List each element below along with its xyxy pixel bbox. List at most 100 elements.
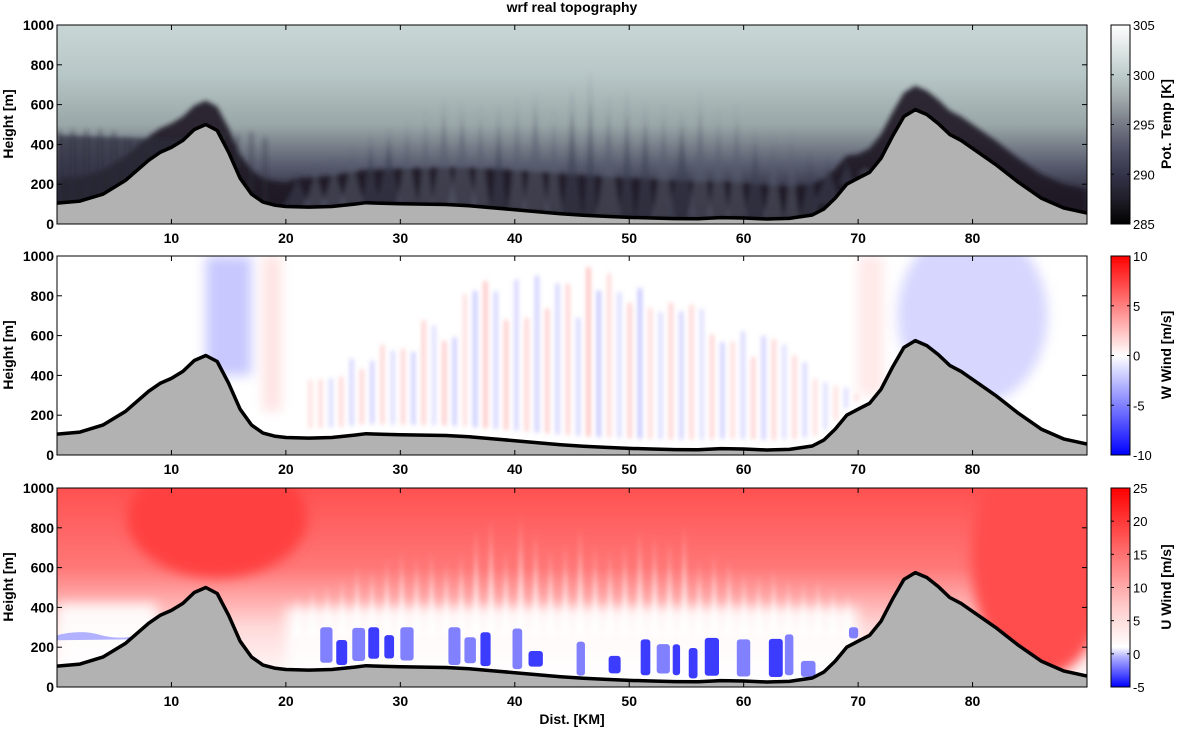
colorbar-tick-label: 15 bbox=[1133, 547, 1147, 562]
updraft-stripe bbox=[689, 304, 694, 440]
downdraft-stripe bbox=[329, 378, 333, 428]
reverse-flow-blob bbox=[656, 644, 670, 674]
downdraft-stripe bbox=[782, 344, 786, 440]
downdraft-stripe bbox=[432, 325, 436, 426]
updraft-stripe bbox=[463, 294, 467, 427]
plume bbox=[706, 107, 730, 218]
reverse-flow-band bbox=[57, 632, 140, 641]
plume bbox=[687, 89, 713, 219]
xlabel-u: Dist. [KM] bbox=[539, 711, 604, 727]
downdraft-stripe bbox=[349, 358, 354, 426]
plume bbox=[651, 101, 676, 219]
plume bbox=[302, 162, 330, 207]
x-tick-label: 80 bbox=[965, 461, 981, 477]
weak-flow-streak bbox=[619, 542, 630, 638]
weak-flow-streak bbox=[649, 534, 660, 638]
updraft-stripe bbox=[731, 341, 735, 439]
y-tick-label: 600 bbox=[31, 97, 55, 113]
downdraft-stripe bbox=[535, 275, 539, 433]
weak-flow-streak bbox=[307, 586, 318, 638]
reverse-flow-blob bbox=[464, 637, 476, 664]
w-stripes bbox=[308, 267, 858, 440]
x-tick-label: 10 bbox=[164, 693, 180, 709]
x-tick-label: 50 bbox=[621, 693, 637, 709]
y-tick-label: 200 bbox=[31, 176, 55, 192]
updraft-stripe bbox=[566, 283, 570, 436]
updraft-stripe bbox=[319, 379, 323, 428]
downdraft-stripe bbox=[700, 308, 704, 440]
terrain-u bbox=[57, 570, 1087, 687]
weak-flow-streak bbox=[560, 543, 571, 638]
colorbar-tick-label: 0 bbox=[1133, 349, 1140, 364]
axes-frame-theta bbox=[56, 24, 1088, 225]
y-tick-label: 1000 bbox=[23, 17, 54, 33]
updraft-stripe bbox=[772, 339, 776, 440]
x-tick-label: 80 bbox=[965, 230, 981, 246]
reverse-flow-blob bbox=[784, 634, 794, 676]
x-tick-label: 50 bbox=[621, 461, 637, 477]
updraft-stripe bbox=[360, 369, 364, 425]
axes-frame-u bbox=[56, 487, 1088, 688]
colorbar-tick-label: 5 bbox=[1133, 614, 1140, 629]
u-field bbox=[57, 488, 1087, 687]
plume bbox=[726, 100, 748, 218]
y-tick-label: 600 bbox=[31, 328, 55, 344]
x-tick-label: 70 bbox=[850, 693, 866, 709]
x-tick-label: 40 bbox=[507, 693, 523, 709]
updraft-stripe bbox=[854, 393, 858, 402]
downdraft-stripe bbox=[494, 291, 498, 429]
plume bbox=[762, 131, 784, 219]
downdraft-stripe bbox=[761, 335, 766, 440]
plume bbox=[595, 94, 622, 217]
weak-flow-streak bbox=[842, 592, 853, 638]
plume bbox=[375, 124, 403, 204]
ylabel-u: Height [m] bbox=[0, 552, 16, 621]
weak-flow-streak bbox=[753, 574, 764, 638]
updraft-stripe bbox=[308, 380, 312, 429]
terrain-fill bbox=[57, 109, 1087, 224]
y-tick-label: 0 bbox=[46, 679, 54, 695]
plume bbox=[57, 129, 61, 204]
x-tick-label: 20 bbox=[278, 693, 294, 709]
reverse-flow-blob bbox=[400, 627, 414, 661]
reverse-flow-blob bbox=[608, 655, 621, 674]
weak-flow-streak bbox=[694, 560, 705, 638]
u-streaks bbox=[292, 514, 853, 638]
plume bbox=[249, 132, 254, 191]
downdraft-stripe bbox=[741, 331, 745, 440]
y-tick-label: 0 bbox=[46, 447, 54, 463]
plume bbox=[490, 101, 508, 209]
plume bbox=[339, 143, 366, 205]
axes-frame-w bbox=[56, 255, 1088, 456]
colorbar-tick-label: 305 bbox=[1133, 18, 1155, 33]
updraft-stripe bbox=[607, 273, 611, 438]
weak-flow-streak bbox=[455, 552, 466, 638]
updraft-stripe bbox=[834, 386, 838, 421]
reverse-flow-blob bbox=[448, 627, 461, 666]
plume bbox=[235, 134, 240, 168]
updraft-region bbox=[858, 256, 884, 396]
terrain-fill bbox=[57, 572, 1087, 687]
y-tick-label: 1000 bbox=[23, 248, 54, 264]
weak-flow-streak bbox=[292, 594, 303, 638]
updraft-stripe bbox=[648, 307, 652, 439]
plume bbox=[430, 95, 457, 205]
reverse-flow-blob bbox=[320, 627, 333, 663]
downdraft-stripe bbox=[370, 360, 374, 424]
plume bbox=[561, 86, 583, 215]
weak-flow-streak bbox=[470, 527, 481, 638]
y-tick-label: 600 bbox=[31, 560, 55, 576]
updraft-stripe bbox=[339, 376, 343, 427]
y-tick-label: 1000 bbox=[23, 480, 54, 496]
x-tick-label: 70 bbox=[850, 461, 866, 477]
colorbar-tick-label: 285 bbox=[1133, 217, 1155, 232]
colorbar-tick-label: -5 bbox=[1133, 398, 1145, 413]
plume bbox=[742, 126, 768, 219]
colorbar-tick-label: 10 bbox=[1133, 581, 1147, 596]
updraft-stripe bbox=[792, 355, 797, 439]
updraft-stripe bbox=[483, 281, 488, 429]
